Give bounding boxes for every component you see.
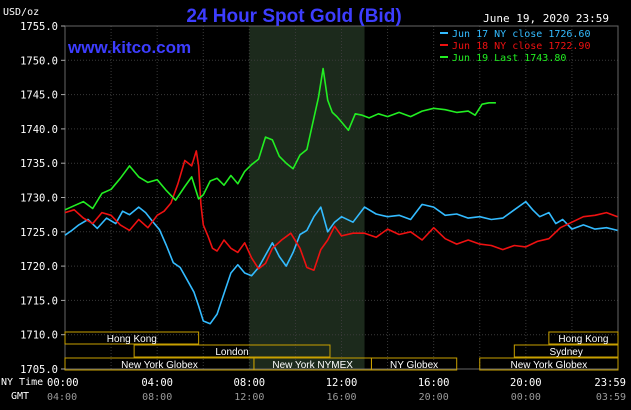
x-tick-label-ny: 16:00 [418, 377, 450, 389]
ny-time-label: NY Time [1, 377, 43, 388]
gmt-label: GMT [11, 391, 29, 402]
session-label: Hong Kong [558, 334, 608, 345]
x-tick-label-gmt: 16:00 [326, 392, 356, 403]
legend-entry: Jun 18 NY close 1722.90 [452, 41, 590, 52]
x-tick-label-ny: 08:00 [234, 377, 266, 389]
session-label: New York NYMEX [272, 360, 353, 371]
x-tick-label-gmt: 08:00 [142, 392, 172, 403]
series-line [64, 150, 618, 272]
nymex-highlight-band [249, 26, 365, 369]
session-label: New York Globex [511, 360, 588, 371]
y-tick-label: 1720.0 [20, 261, 58, 273]
session-label: Sydney [549, 347, 582, 358]
site-url: www.kitco.com [67, 38, 191, 57]
x-tick-label-gmt: 20:00 [419, 392, 449, 403]
session-box [479, 357, 619, 371]
session-box [133, 344, 331, 358]
series-line [64, 67, 496, 211]
y-tick-label: 1725.0 [20, 227, 58, 239]
session-box [513, 344, 619, 358]
unit-label: USD/oz [3, 7, 39, 18]
series-lines [64, 67, 618, 325]
date-label: June 19, 2020 23:59 [483, 12, 609, 25]
y-tick-label: 1730.0 [20, 193, 58, 205]
session-label: New York Globex [121, 360, 198, 371]
y-tick-label: 1735.0 [20, 158, 58, 170]
x-tick-label-gmt: 00:00 [511, 392, 541, 403]
y-axis-ticks: 1755.0 1750.0 1745.0 1740.0 1735.0 1730.0 1725… [20, 21, 65, 376]
x-tick-label-gmt: 04:00 [47, 392, 77, 403]
session-label: Hong Kong [107, 334, 157, 345]
x-tick-label-gmt: 03:59 [596, 392, 626, 403]
session-label: London [215, 347, 248, 358]
session-box [548, 331, 619, 345]
chart-title: 24 Hour Spot Gold (Bid) [186, 6, 401, 27]
session-box [64, 331, 200, 345]
y-tick-label: 1715.0 [20, 295, 58, 307]
legend-entry: Jun 17 NY close 1726.60 [452, 29, 590, 40]
legend-entry: Jun 19 Last 1743.80 [452, 53, 566, 64]
x-tick-label-ny: 12:00 [326, 377, 358, 389]
y-tick-label: 1750.0 [20, 55, 58, 67]
x-tick-label-ny: 23:59 [594, 377, 626, 389]
y-tick-label: 1745.0 [20, 90, 58, 102]
x-tick-label-gmt: 12:00 [234, 392, 264, 403]
y-tick-label: 1740.0 [20, 124, 58, 136]
y-tick-label: 1710.0 [20, 330, 58, 342]
x-tick-label-ny: 04:00 [141, 377, 173, 389]
x-tick-label-ny: 20:00 [510, 377, 542, 389]
y-tick-label: 1705.0 [20, 364, 58, 376]
trading-sessions: Hong Kong Hong Kong London Sydney New York G… [64, 331, 619, 371]
x-tick-label-ny: 00:00 [47, 377, 79, 389]
session-label: NY Globex [390, 360, 438, 371]
session-box [370, 357, 458, 371]
x-axis-ticks: 00:00 04:00 04:00 08:00 08:00 12:00 12:00 16:00… [47, 377, 626, 403]
y-tick-label: 1755.0 [20, 21, 58, 33]
